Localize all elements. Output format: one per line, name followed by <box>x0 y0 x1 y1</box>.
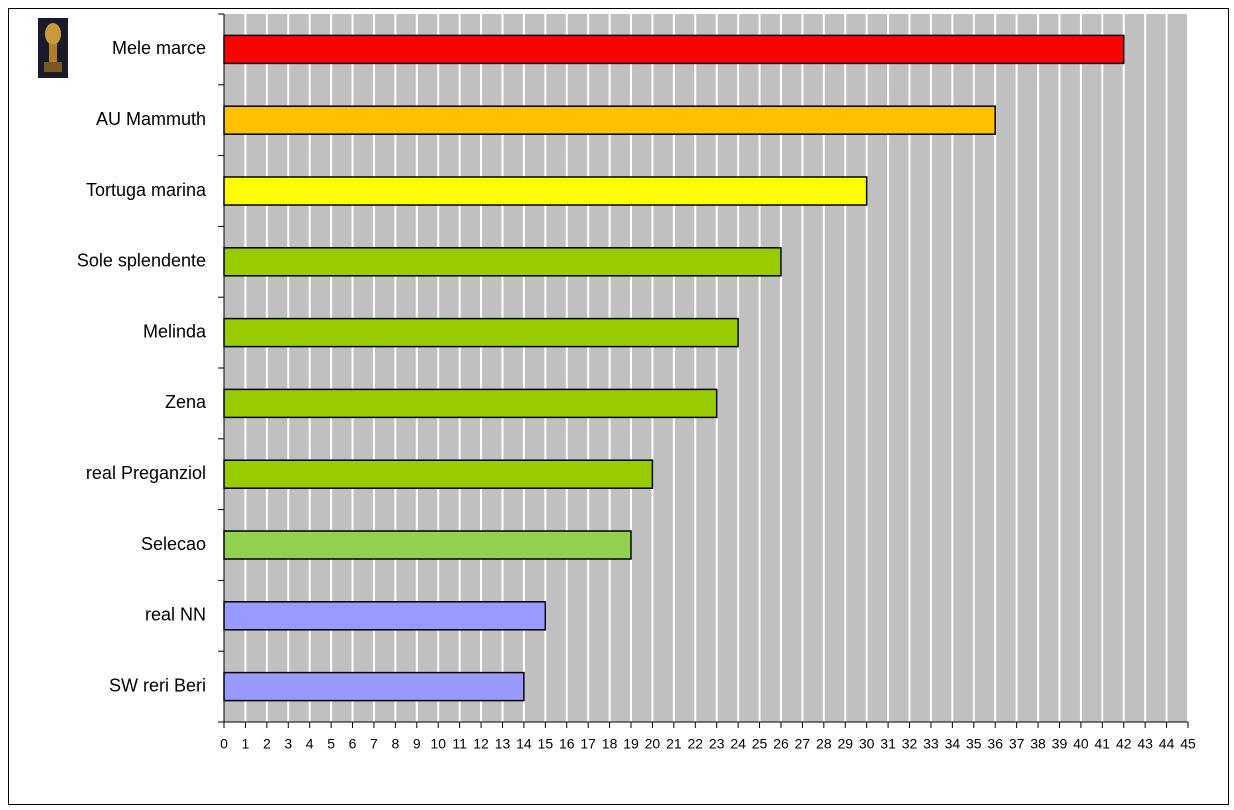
x-tick-label: 44 <box>1159 736 1175 752</box>
x-tick-label: 28 <box>816 736 832 752</box>
bar <box>223 459 654 489</box>
x-tick-label: 19 <box>623 736 639 752</box>
x-tick-label: 14 <box>516 736 532 752</box>
x-tick-label: 17 <box>580 736 596 752</box>
x-tick-label: 4 <box>306 736 314 752</box>
x-tick-label: 25 <box>752 736 768 752</box>
bar <box>223 671 525 702</box>
x-tick-label: 6 <box>349 736 357 752</box>
x-tick-label: 32 <box>902 736 918 752</box>
x-tick-label: 30 <box>859 736 875 752</box>
x-tick-label: 16 <box>559 736 575 752</box>
x-tick-label: 20 <box>645 736 661 752</box>
x-tick-label: 7 <box>370 736 378 752</box>
y-tick-label: real Preganziol <box>86 463 206 483</box>
x-tick-label: 5 <box>327 736 335 752</box>
x-tick-label: 31 <box>880 736 896 752</box>
y-tick-label: Selecao <box>141 534 206 554</box>
x-tick-label: 8 <box>391 736 399 752</box>
x-tick-label: 24 <box>730 736 746 752</box>
y-tick-label: Zena <box>165 392 207 412</box>
x-tick-label: 45 <box>1180 736 1196 752</box>
y-tick-label: Tortuga marina <box>86 180 207 200</box>
x-tick-label: 18 <box>602 736 618 752</box>
trophy-icon <box>38 18 68 78</box>
x-tick-label: 27 <box>795 736 811 752</box>
x-tick-label: 41 <box>1095 736 1111 752</box>
y-tick-label: Mele marce <box>112 38 206 58</box>
x-tick-label: 43 <box>1137 736 1153 752</box>
x-tick-label: 13 <box>495 736 511 752</box>
y-tick-label: Sole splendente <box>77 251 206 271</box>
y-tick-label: real NN <box>145 605 206 625</box>
x-tick-label: 38 <box>1030 736 1046 752</box>
x-tick-label: 37 <box>1009 736 1025 752</box>
y-tick-label: SW reri Beri <box>109 675 206 695</box>
bar <box>223 317 739 348</box>
bar <box>223 530 632 560</box>
bar <box>223 601 547 631</box>
x-tick-label: 33 <box>923 736 939 752</box>
bar <box>223 176 868 206</box>
bar <box>223 105 996 135</box>
x-tick-label: 2 <box>263 736 271 752</box>
x-tick-label: 1 <box>242 736 250 752</box>
x-tick-label: 9 <box>413 736 421 752</box>
x-tick-label: 35 <box>966 736 982 752</box>
x-tick-label: 15 <box>538 736 554 752</box>
x-tick-label: 42 <box>1116 736 1132 752</box>
y-tick-label: Melinda <box>143 321 207 341</box>
bar <box>223 247 782 277</box>
x-tick-label: 10 <box>430 736 446 752</box>
y-tick-label: AU Mammuth <box>96 109 206 129</box>
x-tick-label: 29 <box>837 736 853 752</box>
x-tick-label: 0 <box>220 736 228 752</box>
bar <box>223 388 718 419</box>
x-tick-label: 3 <box>284 736 292 752</box>
bar <box>223 34 1125 65</box>
x-tick-label: 26 <box>773 736 789 752</box>
x-tick-label: 40 <box>1073 736 1089 752</box>
x-tick-label: 21 <box>666 736 682 752</box>
x-tick-label: 22 <box>687 736 703 752</box>
x-tick-label: 23 <box>709 736 725 752</box>
x-tick-label: 36 <box>987 736 1003 752</box>
x-tick-label: 34 <box>945 736 961 752</box>
x-tick-label: 39 <box>1052 736 1068 752</box>
x-tick-label: 11 <box>452 736 467 752</box>
x-tick-label: 12 <box>473 736 489 752</box>
